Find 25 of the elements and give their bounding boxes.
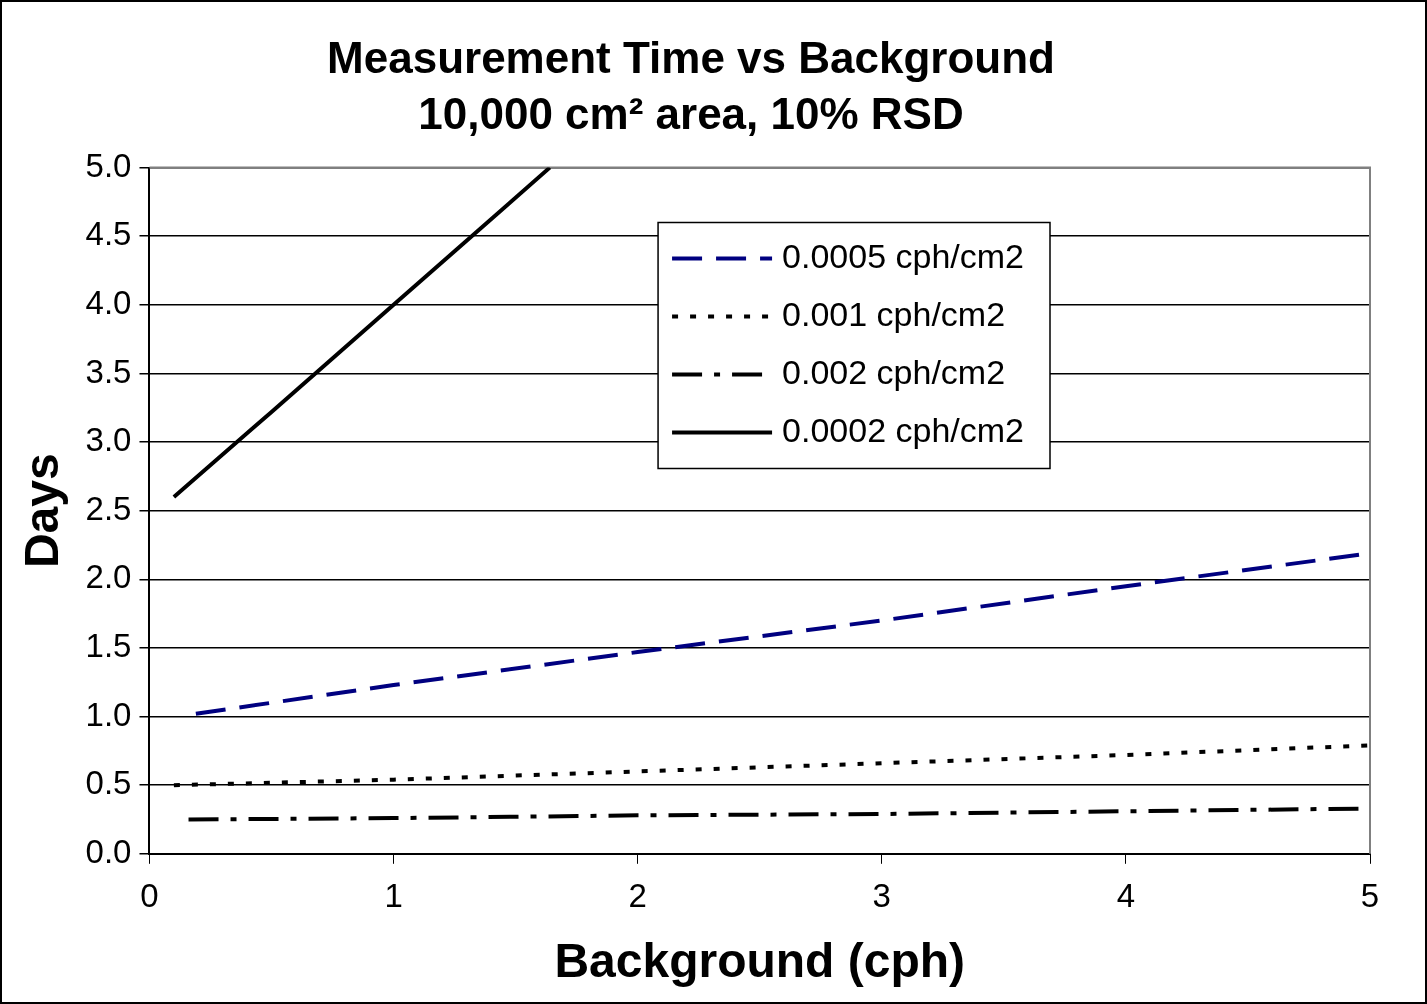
y-tick-label: 4.0 xyxy=(85,283,132,321)
x-tick-label: 2 xyxy=(628,876,647,914)
x-tick-label: 0 xyxy=(140,876,159,914)
y-tick-label: 3.0 xyxy=(85,421,132,459)
chart-title: Measurement Time vs Background xyxy=(327,32,1055,82)
y-axis-title: Days xyxy=(15,453,69,569)
y-tick-label: 0.5 xyxy=(85,764,132,802)
legend-label: 0.0002 cph/cm2 xyxy=(782,410,1024,449)
x-tick-label: 5 xyxy=(1360,876,1380,914)
x-tick-label: 1 xyxy=(384,876,403,914)
x-axis-title: Background (cph) xyxy=(554,934,966,988)
y-tick-label: 2.0 xyxy=(85,558,132,596)
y-tick-label: 5.0 xyxy=(85,146,132,184)
legend-label: 0.001 cph/cm2 xyxy=(782,294,1006,333)
y-tick-label: 4.5 xyxy=(85,215,132,253)
x-tick-label: 4 xyxy=(1116,876,1136,914)
x-tick-label: 3 xyxy=(872,876,891,914)
chart-subtitle: 10,000 cm² area, 10% RSD xyxy=(418,89,964,139)
y-tick-label: 1.5 xyxy=(85,627,132,665)
legend-label: 0.002 cph/cm2 xyxy=(782,352,1006,391)
legend-label: 0.0005 cph/cm2 xyxy=(782,236,1024,275)
y-tick-label: 1.0 xyxy=(85,695,132,733)
y-tick-label: 0.0 xyxy=(85,832,132,870)
y-tick-label: 2.5 xyxy=(85,489,132,527)
y-tick-label: 3.5 xyxy=(85,352,132,390)
